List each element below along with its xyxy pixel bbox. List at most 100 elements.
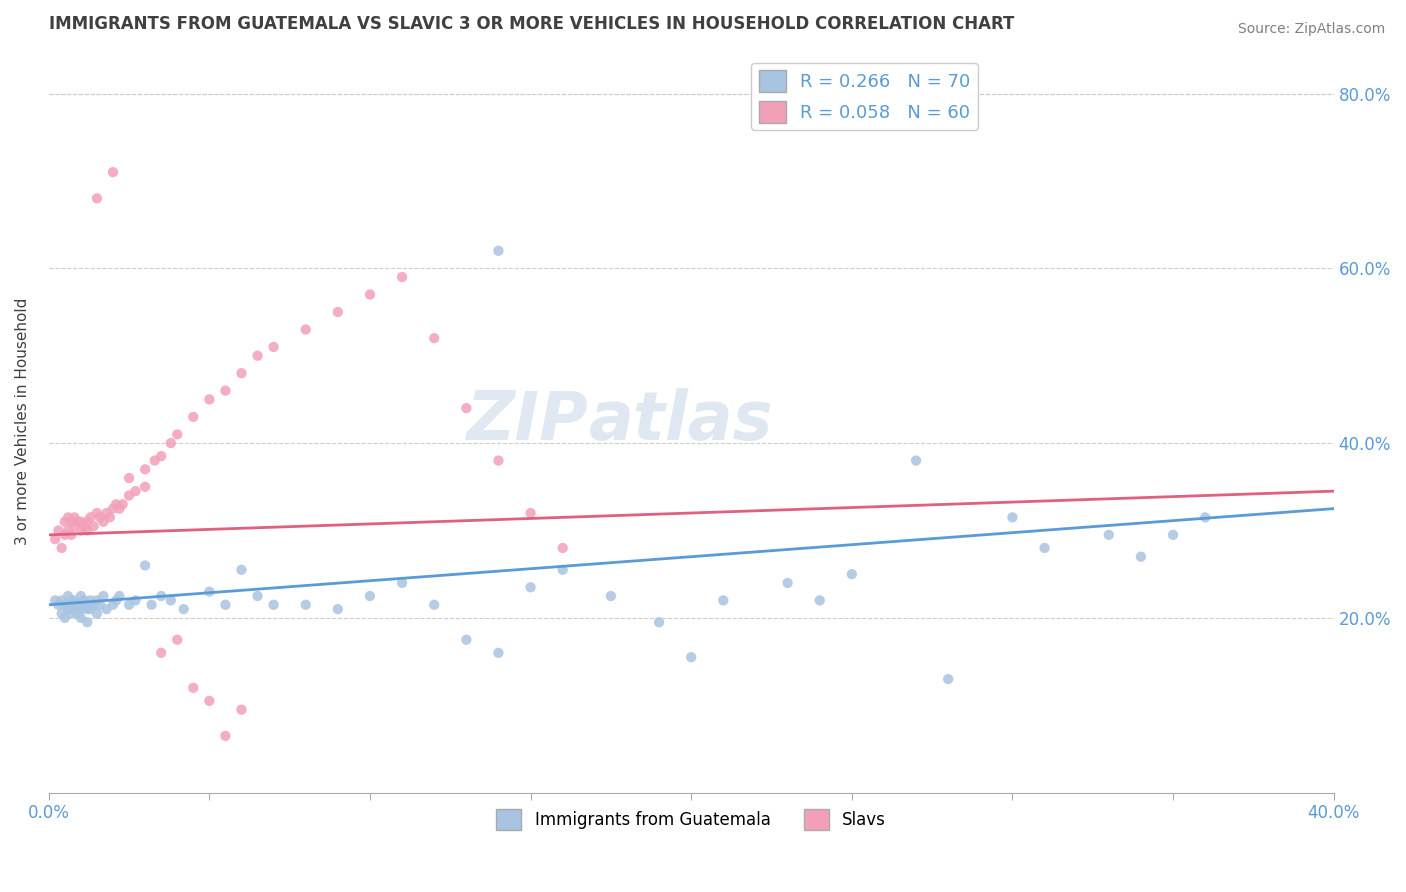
Point (141, 598, 163, 612)
Point (53, 598, 76, 612)
Point (118, 489, 141, 503)
Point (159, 436, 181, 450)
Point (166, 632, 188, 647)
Point (648, 615, 671, 630)
Point (48, 598, 70, 612)
Point (134, 462, 156, 476)
Point (198, 694, 221, 708)
Point (456, 632, 478, 647)
Point (101, 501, 124, 516)
Point (63, 593, 86, 607)
Point (53, 611, 76, 625)
Point (70, 524, 93, 538)
Point (76, 524, 98, 538)
Point (173, 602, 195, 616)
Point (150, 449, 173, 463)
Point (681, 650, 703, 665)
Point (326, 602, 349, 616)
Point (51, 593, 73, 607)
Point (166, 427, 188, 442)
Point (89, 510, 111, 524)
Point (231, 366, 253, 380)
Point (423, 598, 446, 612)
Point (76, 615, 98, 630)
Point (86, 191, 108, 205)
Point (326, 305, 349, 319)
Point (89, 598, 111, 612)
Point (76, 515, 98, 529)
Point (101, 598, 124, 612)
Legend: Immigrants from Guatemala, Slavs: Immigrants from Guatemala, Slavs (489, 803, 893, 837)
Point (181, 681, 204, 695)
Point (159, 593, 181, 607)
Point (391, 270, 413, 285)
Point (56, 602, 79, 616)
Point (124, 593, 146, 607)
Point (70, 602, 93, 616)
Point (53, 515, 76, 529)
Point (44, 593, 66, 607)
Point (519, 580, 541, 594)
Point (391, 575, 413, 590)
Point (1001, 510, 1024, 524)
Point (519, 506, 541, 520)
Text: Source: ZipAtlas.com: Source: ZipAtlas.com (1237, 22, 1385, 37)
Point (150, 646, 173, 660)
Text: atlas: atlas (588, 388, 773, 454)
Point (70, 589, 93, 603)
Point (60, 515, 83, 529)
Point (60, 528, 83, 542)
Point (63, 519, 86, 533)
Point (905, 453, 928, 467)
Point (108, 589, 131, 603)
Point (86, 506, 108, 520)
Point (63, 510, 86, 524)
Y-axis label: 3 or more Vehicles in Household: 3 or more Vehicles in Household (15, 298, 30, 545)
Point (488, 244, 510, 258)
Point (294, 598, 316, 612)
Point (134, 558, 156, 573)
Point (98, 510, 121, 524)
Point (124, 484, 146, 499)
Point (231, 703, 253, 717)
Point (96, 602, 118, 616)
Point (181, 409, 204, 424)
Point (488, 453, 510, 467)
Point (118, 598, 141, 612)
Point (73, 593, 96, 607)
Point (108, 501, 131, 516)
Point (66, 515, 89, 529)
Point (93, 589, 115, 603)
Point (79, 593, 101, 607)
Point (86, 593, 108, 607)
Point (1033, 541, 1056, 555)
Point (93, 515, 115, 529)
Point (60, 593, 83, 607)
Point (551, 563, 574, 577)
Point (198, 392, 221, 407)
Point (73, 598, 96, 612)
Point (198, 584, 221, 599)
Point (70, 611, 93, 625)
Point (214, 598, 236, 612)
Point (936, 672, 959, 686)
Point (359, 589, 381, 603)
Point (105, 593, 128, 607)
Point (423, 331, 446, 345)
Point (56, 510, 79, 524)
Point (44, 533, 66, 547)
Point (263, 340, 285, 354)
Point (711, 593, 734, 607)
Point (111, 497, 134, 511)
Point (231, 563, 253, 577)
Point (246, 349, 269, 363)
Point (105, 497, 128, 511)
Point (488, 646, 510, 660)
Point (456, 401, 478, 416)
Point (73, 519, 96, 533)
Point (79, 510, 101, 524)
Point (1098, 528, 1121, 542)
Point (66, 598, 89, 612)
Text: ZIP: ZIP (467, 388, 588, 454)
Point (1129, 549, 1152, 564)
